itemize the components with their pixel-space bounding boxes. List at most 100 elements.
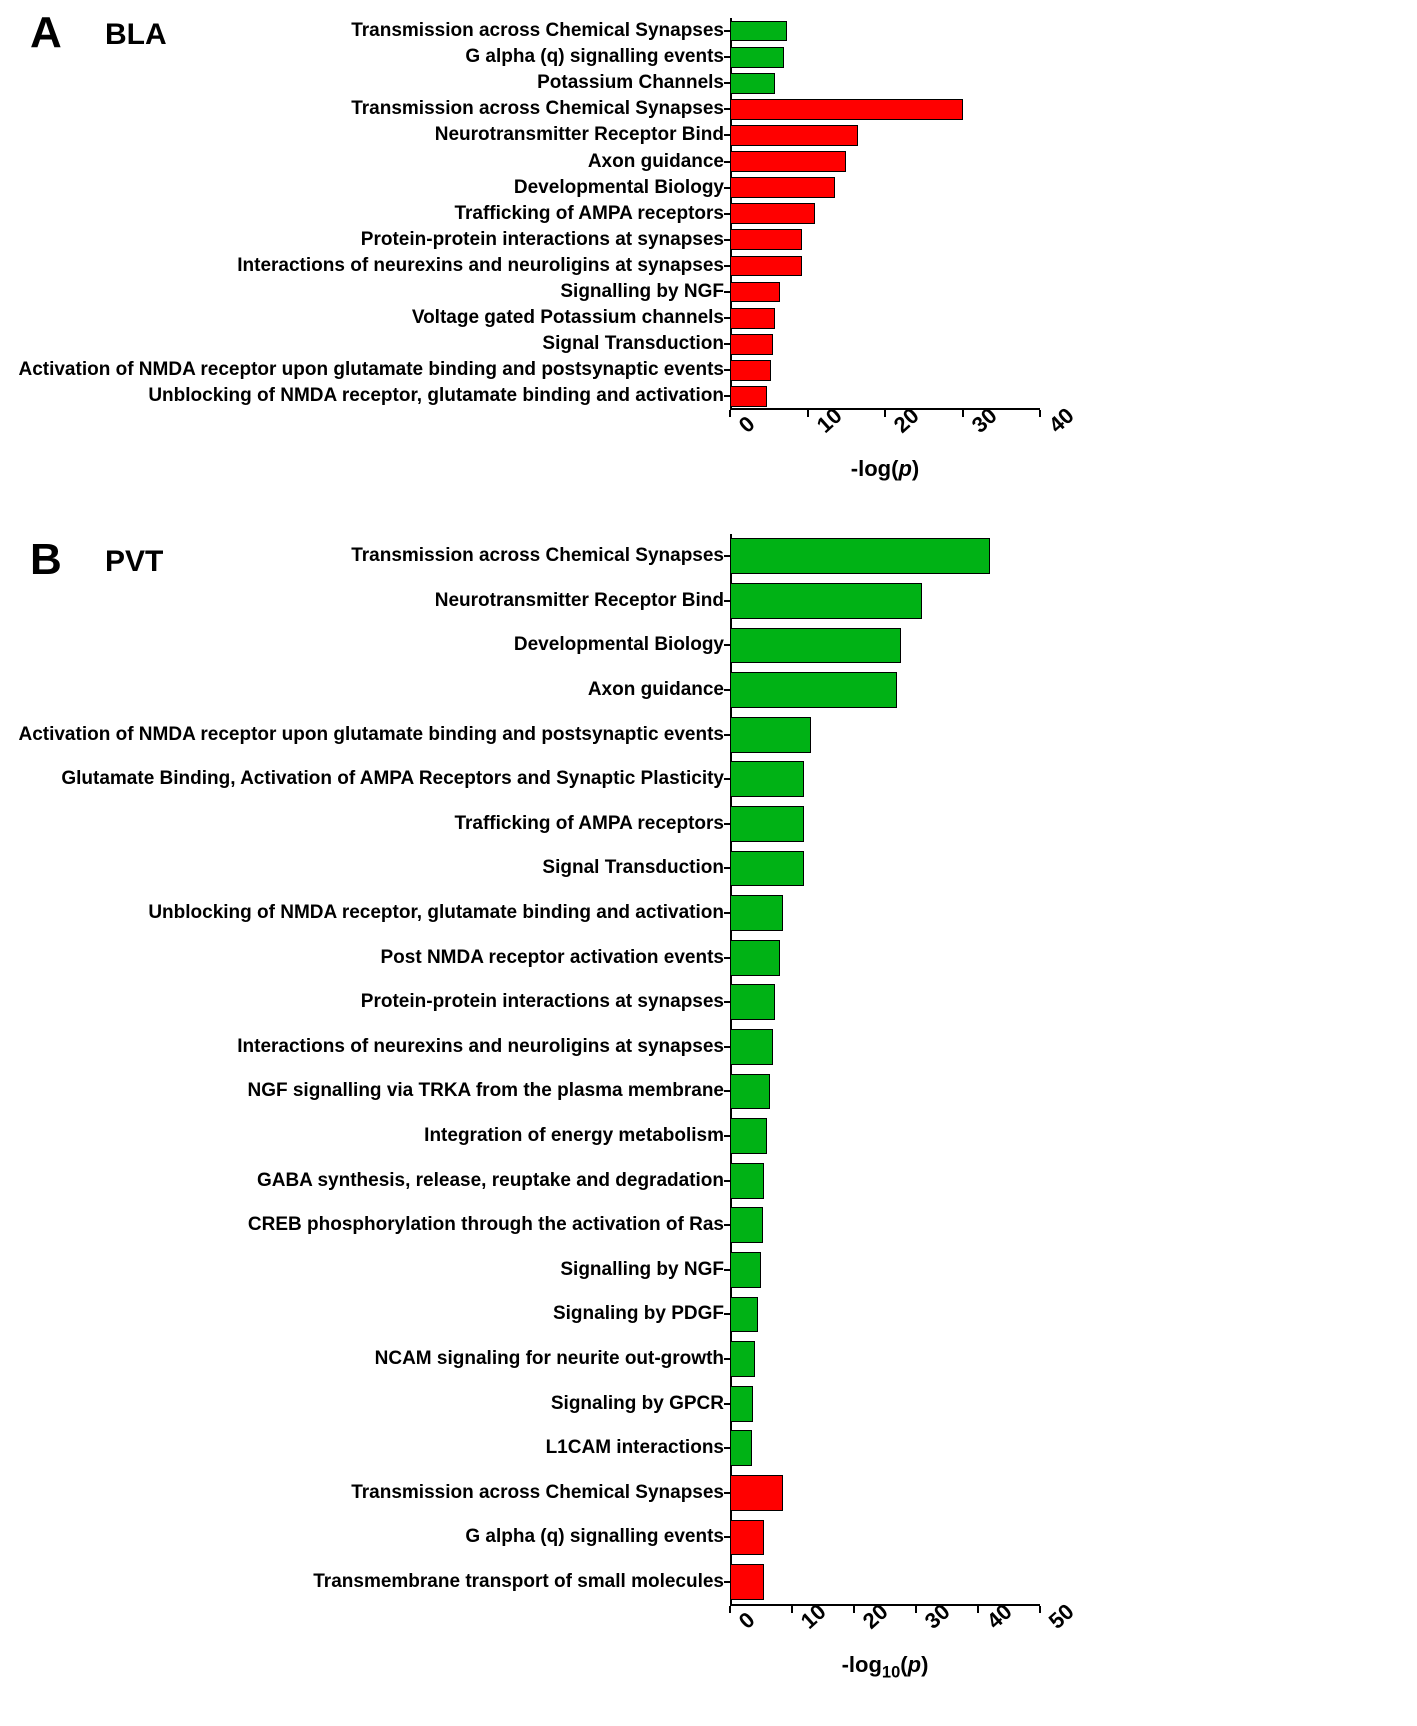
bar-label: CREB phosphorylation through the activat… — [248, 1214, 730, 1236]
panel-b-xaxis-title: -log10(p) — [842, 1652, 929, 1682]
x-tick — [884, 410, 886, 417]
bar-row: Unblocking of NMDA receptor, glutamate b… — [730, 383, 1040, 409]
bar-rect — [730, 1564, 764, 1600]
x-tick — [977, 1606, 979, 1613]
bar-label: Protein-protein interactions at synapses — [361, 229, 730, 251]
bar-row: Voltage gated Potassium channels — [730, 305, 1040, 331]
bar-label: Signalling by NGF — [560, 281, 730, 303]
bar-rect — [730, 583, 922, 619]
bar-rect — [730, 1341, 755, 1377]
bar-row: Transmission across Chemical Synapses — [730, 18, 1040, 44]
bar-label: Transmission across Chemical Synapses — [351, 98, 730, 120]
bar-rect — [730, 334, 773, 355]
bar-rect — [730, 1074, 770, 1110]
bar-rect — [730, 984, 775, 1020]
bar-label: Potassium Channels — [537, 72, 730, 94]
bar-label: Signal Transduction — [542, 333, 730, 355]
bar-rect — [730, 125, 858, 146]
bar-row: Signal Transduction — [730, 331, 1040, 357]
bar-rect — [730, 1207, 763, 1243]
bar-rect — [730, 717, 811, 753]
bar-row: Developmental Biology — [730, 623, 1040, 668]
bar-rect — [730, 282, 780, 303]
bar-row: Potassium Channels — [730, 70, 1040, 96]
bar-label: Transmission across Chemical Synapses — [351, 20, 730, 42]
bar-label: Signal Transduction — [542, 857, 730, 879]
bar-row: Transmission across Chemical Synapses — [730, 534, 1040, 579]
panel-b-letter: B — [30, 535, 62, 585]
bar-label: Transmission across Chemical Synapses — [351, 545, 730, 567]
bar-label: Interactions of neurexins and neuroligin… — [237, 255, 730, 277]
x-tick-label: 0 — [734, 1607, 761, 1635]
bar-rect — [730, 1520, 764, 1556]
bar-rect — [730, 99, 963, 120]
bar-rect — [730, 256, 802, 277]
x-tick — [729, 1606, 731, 1613]
bar-rect — [730, 1386, 753, 1422]
bar-label: Signalling by NGF — [560, 1259, 730, 1281]
bar-row: G alpha (q) signalling events — [730, 1515, 1040, 1560]
bar-label: G alpha (q) signalling events — [465, 46, 730, 68]
bar-rect — [730, 940, 780, 976]
bar-rect — [730, 851, 804, 887]
bar-row: GABA synthesis, release, reuptake and de… — [730, 1158, 1040, 1203]
bar-row: Signalling by NGF — [730, 1248, 1040, 1293]
bar-row: Interactions of neurexins and neuroligin… — [730, 253, 1040, 279]
bar-rect — [730, 360, 771, 381]
panel-a-label: BLA — [105, 18, 167, 52]
x-tick — [729, 410, 731, 417]
bar-rect — [730, 73, 775, 94]
bar-label: Protein-protein interactions at synapses — [361, 991, 730, 1013]
bar-row: G alpha (q) signalling events — [730, 44, 1040, 70]
bar-rect — [730, 1475, 783, 1511]
bar-label: Voltage gated Potassium channels — [412, 307, 730, 329]
bar-rect — [730, 308, 775, 329]
bar-label: Integration of energy metabolism — [424, 1125, 730, 1147]
bar-rect — [730, 628, 901, 664]
x-tick — [807, 410, 809, 417]
bar-row: Signaling by GPCR — [730, 1381, 1040, 1426]
bar-row: Protein-protein interactions at synapses — [730, 980, 1040, 1025]
x-tick — [853, 1606, 855, 1613]
bar-row: Activation of NMDA receptor upon glutama… — [730, 357, 1040, 383]
bar-rect — [730, 895, 783, 931]
bar-rect — [730, 21, 787, 42]
panel-b-plot: -log10(p) Transmission across Chemical S… — [730, 534, 1040, 1606]
bar-row: Transmission across Chemical Synapses — [730, 1471, 1040, 1516]
bar-rect — [730, 538, 990, 574]
figure: A BLA -log(p) Transmission across Chemic… — [0, 0, 1417, 1726]
bar-row: Integration of energy metabolism — [730, 1114, 1040, 1159]
panel-a-xaxis-title: -log(p) — [851, 456, 919, 482]
bar-label: Axon guidance — [588, 151, 730, 173]
bar-row: NCAM signaling for neurite out-growth — [730, 1337, 1040, 1382]
bar-row: Neurotransmitter Receptor Bind — [730, 579, 1040, 624]
bar-row: Trafficking of AMPA receptors — [730, 802, 1040, 847]
bar-row: Transmembrane transport of small molecul… — [730, 1560, 1040, 1605]
bar-row: Interactions of neurexins and neuroligin… — [730, 1025, 1040, 1070]
panel-a-plot: -log(p) Transmission across Chemical Syn… — [730, 18, 1040, 410]
bar-row: Trafficking of AMPA receptors — [730, 201, 1040, 227]
bar-rect — [730, 1297, 758, 1333]
bar-row: Post NMDA receptor activation events — [730, 935, 1040, 980]
bar-rect — [730, 203, 815, 224]
bar-label: Transmembrane transport of small molecul… — [313, 1571, 730, 1593]
bar-rect — [730, 177, 835, 198]
panel-b-label: PVT — [105, 545, 163, 579]
bar-row: Axon guidance — [730, 149, 1040, 175]
bar-row: Neurotransmitter Receptor Bind — [730, 122, 1040, 148]
x-tick — [962, 410, 964, 417]
bar-row: NGF signalling via TRKA from the plasma … — [730, 1069, 1040, 1114]
bar-label: Axon guidance — [588, 679, 730, 701]
bar-row: L1CAM interactions — [730, 1426, 1040, 1471]
x-tick-label: 50 — [1044, 1599, 1080, 1635]
bar-label: Trafficking of AMPA receptors — [454, 203, 730, 225]
bar-rect — [730, 151, 846, 172]
bar-label: Unblocking of NMDA receptor, glutamate b… — [148, 385, 730, 407]
bar-label: Unblocking of NMDA receptor, glutamate b… — [148, 902, 730, 924]
bar-label: Trafficking of AMPA receptors — [454, 813, 730, 835]
bar-label: Activation of NMDA receptor upon glutama… — [18, 724, 730, 746]
x-tick — [1039, 1606, 1041, 1613]
bar-rect — [730, 1163, 764, 1199]
bar-label: Developmental Biology — [514, 634, 730, 656]
bar-row: Unblocking of NMDA receptor, glutamate b… — [730, 891, 1040, 936]
